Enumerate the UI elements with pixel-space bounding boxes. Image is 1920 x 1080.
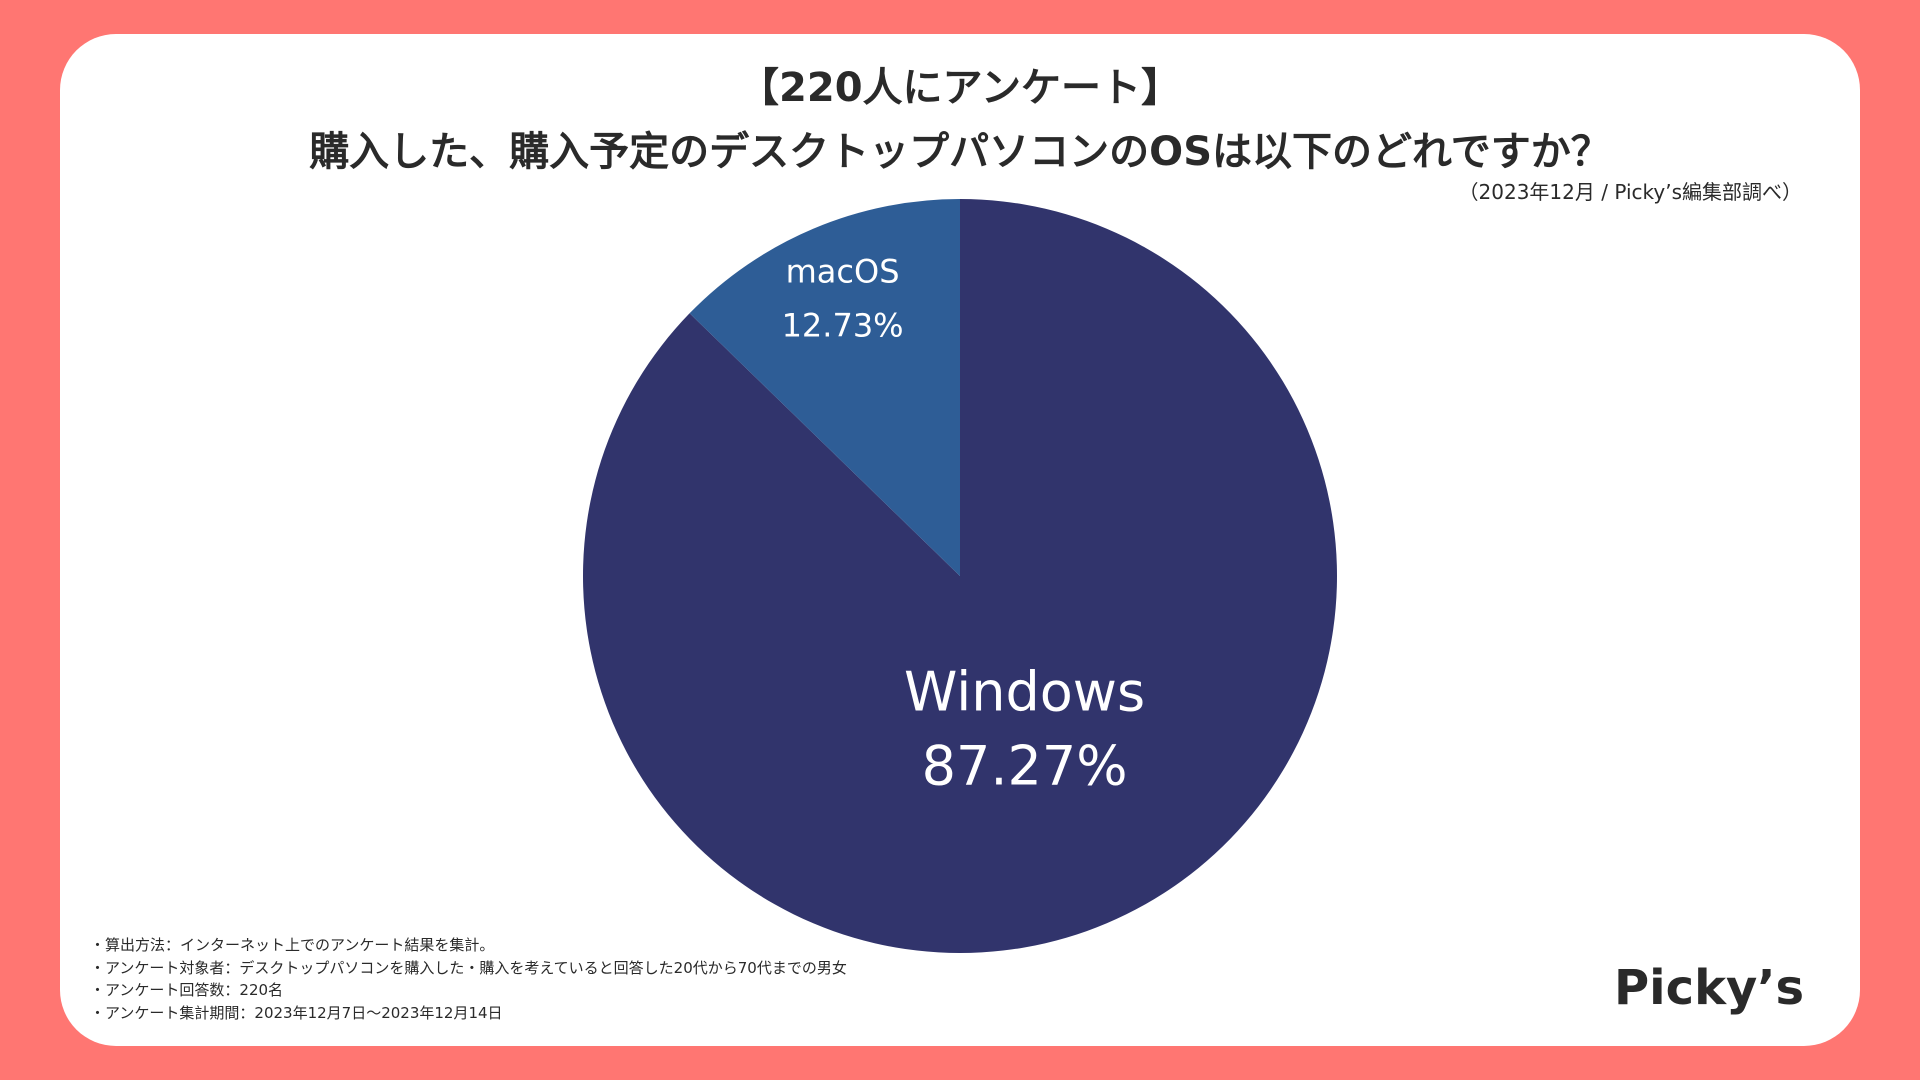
slice-label-macos: macOS 12.73% (782, 252, 904, 344)
slice-percent-label: 12.73% (782, 306, 904, 344)
survey-notes: ・算出方法：インターネット上でのアンケート結果を集計。 ・アンケート対象者：デス… (90, 934, 847, 1024)
note-target: ・アンケート対象者：デスクトップパソコンを購入した・購入を考えていると回答した2… (90, 958, 847, 977)
chart-title-line1: 【220人にアンケート】 (739, 65, 1181, 111)
slice-percent-label: 87.27% (922, 735, 1128, 798)
note-count: ・アンケート回答数：220名 (90, 981, 284, 999)
note-period: ・アンケート集計期間：2023年12月7日〜2023年12月14日 (90, 1003, 503, 1022)
pie-slice-macos (689, 199, 960, 576)
slice-category-label: Windows (904, 661, 1145, 724)
picky-s-logo: Picky’s (1614, 960, 1805, 1016)
chart-title-line2: 購入した、購入予定のデスクトップパソコンのOSは以下のどれですか？ (309, 129, 1611, 175)
slice-category-label: macOS (786, 252, 900, 290)
slice-label-windows: Windows 87.27% (904, 661, 1145, 798)
note-method: ・算出方法：インターネット上でのアンケート結果を集計。 (90, 936, 495, 954)
source-note: （2023年12月 / Picky’s編集部調べ） (1458, 180, 1802, 204)
